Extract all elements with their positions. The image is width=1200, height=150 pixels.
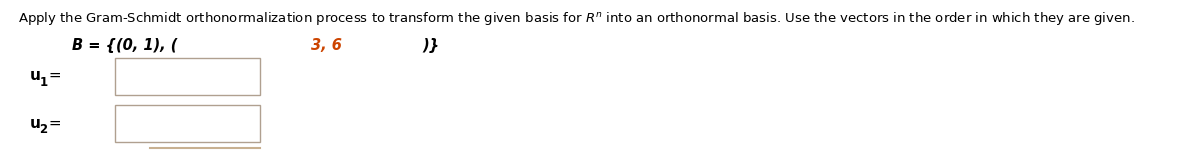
Bar [115, 105, 260, 142]
Text: 3, 6: 3, 6 [311, 38, 342, 53]
Text: u: u [30, 69, 41, 84]
Bar [115, 58, 260, 95]
Text: B = {(0, 1), (: B = {(0, 1), ( [72, 38, 178, 53]
Text: 1: 1 [40, 76, 47, 88]
Text: =: = [44, 69, 61, 84]
Text: 2: 2 [40, 123, 47, 136]
Text: )}: )} [422, 38, 439, 53]
Text: u: u [30, 116, 41, 130]
Text: =: = [44, 116, 61, 130]
Text: Apply the Gram-Schmidt orthonormalization process to transform the given basis f: Apply the Gram-Schmidt orthonormalizatio… [18, 10, 1135, 27]
